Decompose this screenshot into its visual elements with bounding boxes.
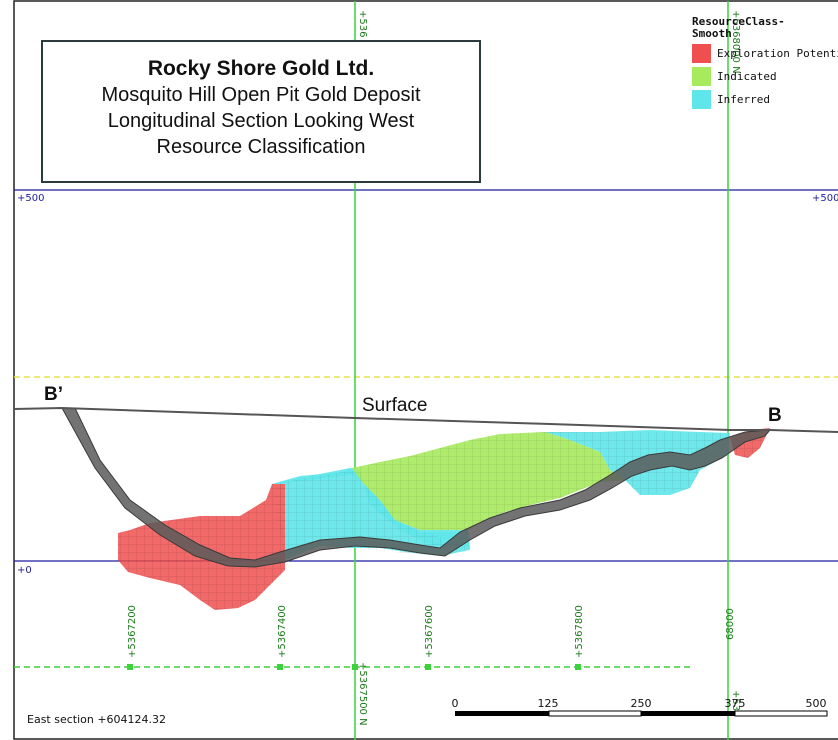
legend-label-indicated: Indicated — [717, 70, 777, 83]
northing-tick-5367600: +5367600 — [424, 605, 435, 658]
legend-item-exploration: Exploration Potential — [692, 42, 838, 65]
legend-item-indicated: Indicated — [692, 65, 838, 88]
surface-label: Surface — [362, 395, 427, 416]
legend-swatch-exploration — [692, 44, 711, 63]
scale-tick-250: 250 — [631, 697, 652, 710]
northing-tick-5367200: +5367200 — [127, 605, 138, 658]
company-title: Rocky Shore Gold Ltd. — [147, 57, 375, 80]
scale-tick-500: 500 — [806, 697, 827, 710]
legend-swatch-inferred — [692, 90, 711, 109]
frame-border — [13, 0, 838, 740]
scale-tick-125: 125 — [538, 697, 559, 710]
title-box: Rocky Shore Gold Ltd. Mosquito Hill Open… — [41, 40, 481, 183]
northing-top-label: +536 — [357, 10, 368, 37]
scale-bar: 0 125 250 375 500 — [452, 697, 828, 717]
northing-tick-5367800: +5367800 — [574, 605, 585, 658]
title-line-3: Resource Classification — [156, 136, 366, 158]
indicated-blocks — [352, 432, 625, 530]
northing-tick-5367400: +5367400 — [277, 605, 288, 658]
legend-label-inferred: Inferred — [717, 93, 770, 106]
legend-item-inferred: Inferred — [692, 88, 838, 111]
northing-right-bottom-label: +53 — [730, 690, 741, 711]
legend-label-exploration: Exploration Potential — [717, 47, 838, 60]
northing-tick-markers — [127, 664, 581, 670]
title-line-2: Longitudinal Section Looking West — [107, 110, 415, 132]
section-label-b-prime: B’ — [44, 384, 63, 405]
east-section-label: East section +604124.32 — [27, 713, 167, 726]
resource-class-legend: ResourceClass- Smooth Exploration Potent… — [692, 16, 838, 111]
legend-title-line-2: Smooth — [692, 27, 732, 40]
northing-5368000-top-label: +5368000 N — [730, 10, 741, 74]
elevation-label-500-right: +500 — [812, 193, 838, 204]
scale-tick-375: 375 — [725, 697, 746, 710]
legend-swatch-indicated — [692, 67, 711, 86]
surface-line — [13, 406, 838, 433]
northing-tick-68000: 68000 — [725, 608, 736, 640]
elevation-label-500-left: +500 — [17, 193, 44, 204]
title-line-1: Mosquito Hill Open Pit Gold Deposit — [101, 84, 421, 106]
northing-5367500-label: +5367500 N — [357, 662, 368, 726]
elevation-label-0-left: +0 — [17, 565, 32, 576]
legend-title-line-1: ResourceClass- — [692, 15, 785, 28]
section-label-b: B — [768, 405, 782, 426]
scale-tick-0: 0 — [452, 697, 459, 710]
